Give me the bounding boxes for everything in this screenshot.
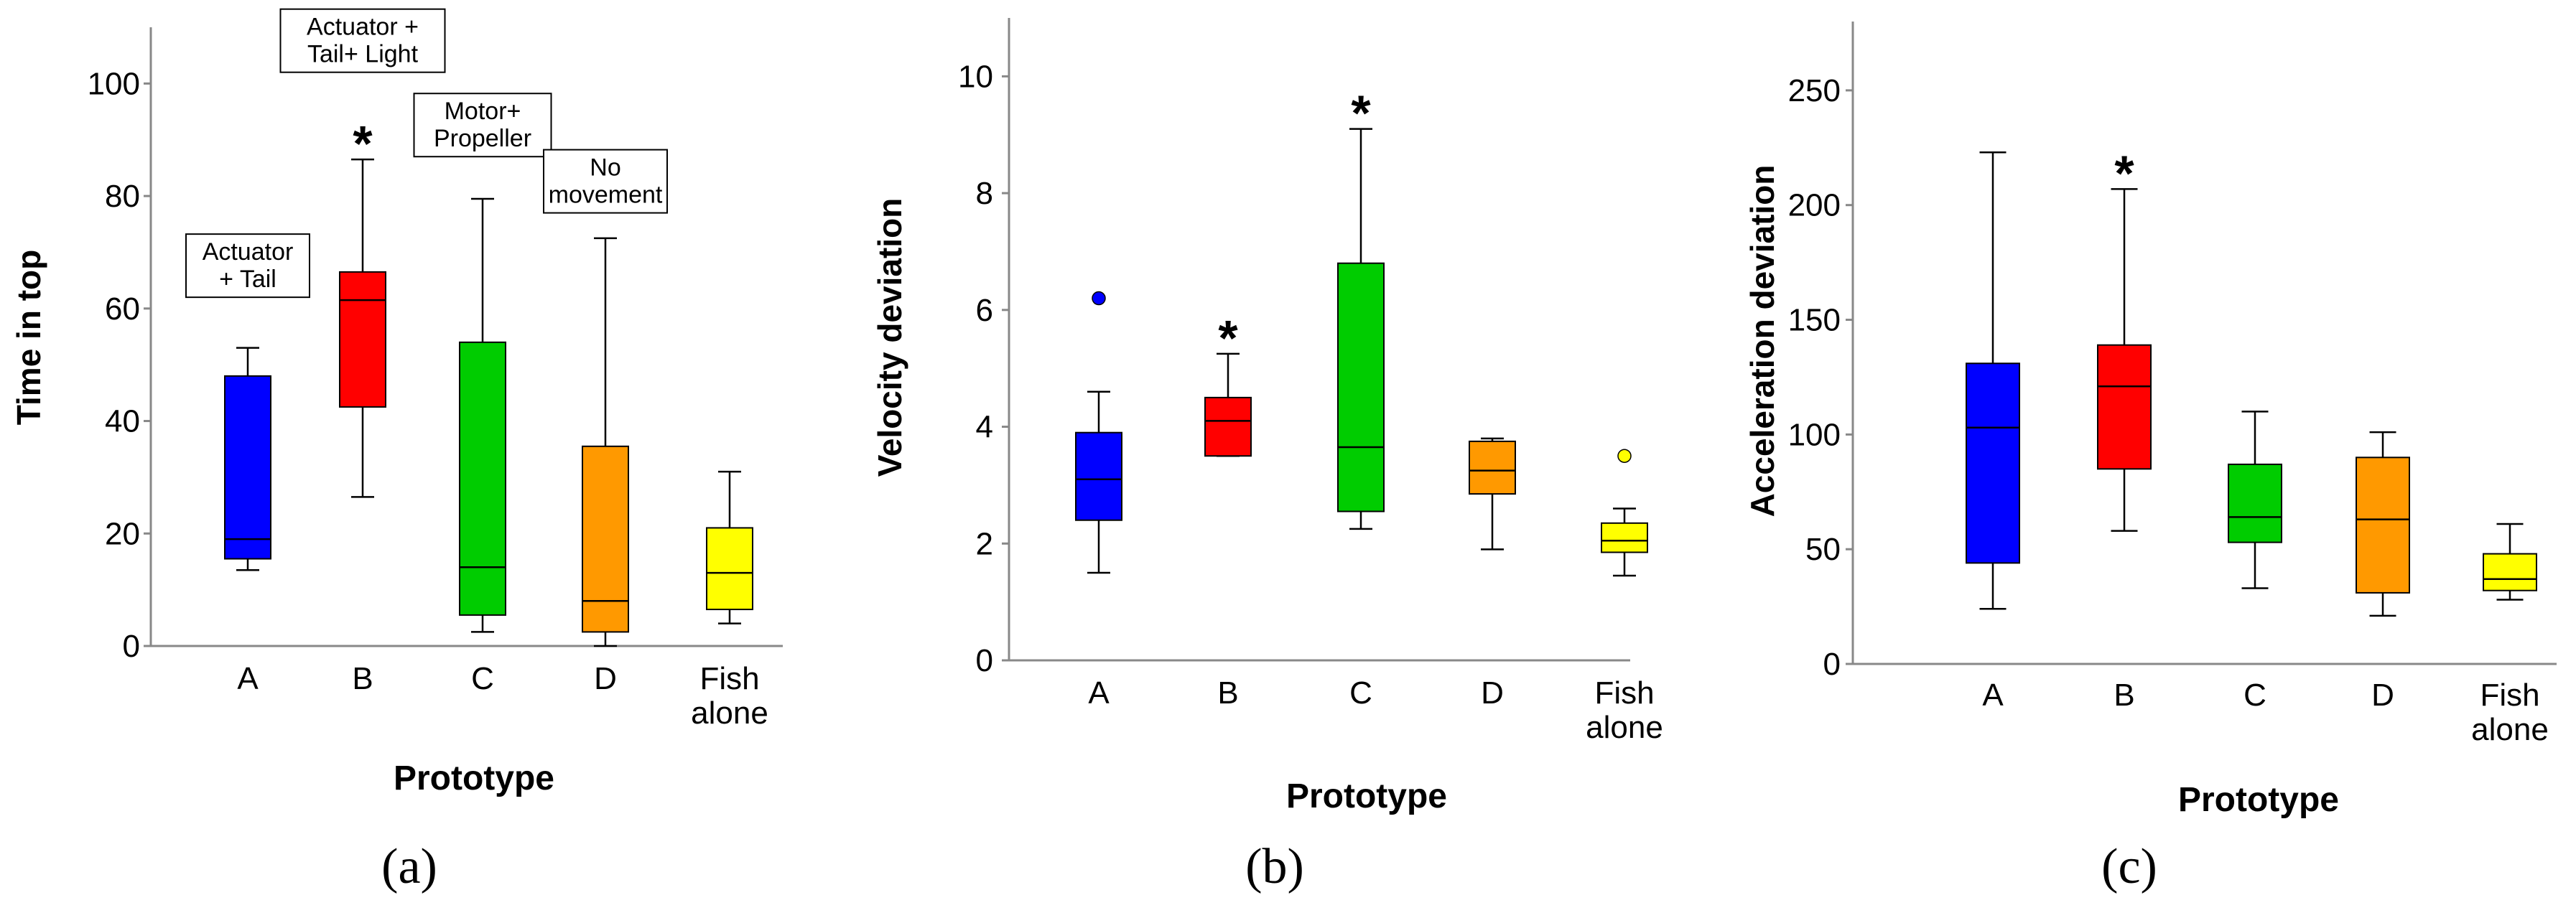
x-category-label: Fish <box>1594 675 1654 711</box>
chart-panel-3: 0 50 100 150 200 250 Acceleration deviation Pro… <box>1744 22 2557 894</box>
y-tick-label: 4 <box>976 410 993 445</box>
x-category-label: D <box>594 661 617 696</box>
y-tick-label: 250 <box>1788 73 1841 108</box>
box-fish-alone <box>1601 522 1648 553</box>
box-d <box>582 445 629 633</box>
annotation-box-c <box>413 93 552 158</box>
y-tick-label: 80 <box>105 179 140 214</box>
x-category-label: D <box>2371 678 2394 713</box>
annotation-text: Actuator + <box>307 14 419 41</box>
x-category-label-line2: alone <box>1586 710 1663 745</box>
annotation-text: movement <box>549 182 663 209</box>
panel-label: (a) <box>381 839 437 894</box>
y-tick-label: 150 <box>1788 303 1841 338</box>
y-tick-label: 8 <box>976 176 993 211</box>
significance-star: * <box>1218 310 1238 366</box>
annotation-box-a <box>185 233 310 299</box>
outlier-point-a <box>1092 291 1106 306</box>
box-a <box>1966 362 2020 564</box>
box-b <box>2097 344 2152 470</box>
annotation-text: Actuator <box>203 238 294 266</box>
y-tick-label: 200 <box>1788 188 1841 223</box>
x-category-label: Fish <box>2480 678 2539 713</box>
x-category-label: A <box>1982 678 2004 713</box>
y-tick-label: 40 <box>105 404 140 439</box>
y-axis-title: Velocity deviation <box>871 198 908 477</box>
box-c <box>2228 463 2282 543</box>
y-tick-label: 50 <box>1805 532 1841 567</box>
x-category-label: A <box>1088 675 1110 711</box>
y-tick-label: 0 <box>1823 647 1841 682</box>
y-tick-label: 2 <box>976 526 993 561</box>
annotation-box-d <box>543 149 668 214</box>
y-tick-label: 0 <box>976 643 993 678</box>
significance-star: * <box>2114 145 2134 201</box>
x-category-label: C <box>471 661 494 696</box>
annotation-text: Propeller <box>434 125 531 152</box>
annotation-text: Tail+ Light <box>307 41 419 68</box>
y-tick-label: 100 <box>1788 417 1841 452</box>
box-b <box>339 271 386 408</box>
box-a <box>1075 431 1122 521</box>
outlier-point-fish-alone <box>1617 449 1632 463</box>
x-category-label: B <box>1217 675 1238 711</box>
annotation-text: No <box>590 154 620 182</box>
x-category-label-line2: alone <box>691 696 768 731</box>
significance-star: * <box>353 116 373 172</box>
x-category-label: Fish <box>699 661 759 696</box>
x-category-label: B <box>352 661 373 696</box>
y-axis-title: Time in top <box>10 250 47 426</box>
x-category-label-line2: alone <box>2471 712 2549 747</box>
x-category-label: A <box>237 661 259 696</box>
box-c <box>1337 262 1385 512</box>
box-d <box>2356 456 2410 594</box>
annotation-box-b <box>279 8 446 73</box>
panel-label: (b) <box>1245 839 1304 894</box>
x-category-label: C <box>2243 678 2266 713</box>
x-category-label: D <box>1481 675 1504 711</box>
chart-panel-2: 0 2 4 6 8 10 Velocity deviation Prototype (b) A * B… <box>871 18 1663 894</box>
annotation-text: Motor+ <box>445 98 521 125</box>
x-axis-title: Prototype <box>2178 781 2339 819</box>
annotation-text: + Tail <box>219 266 276 293</box>
box-fish-alone <box>2483 553 2537 591</box>
significance-star: * <box>1351 85 1371 141</box>
y-tick-label: 10 <box>958 59 993 94</box>
y-tick-label: 100 <box>88 66 140 101</box>
box-fish-alone <box>706 527 753 611</box>
y-tick-label: 60 <box>105 291 140 327</box>
box-c <box>459 341 506 616</box>
box-b <box>1204 396 1252 457</box>
y-axis-title: Acceleration deviation <box>1744 165 1781 518</box>
chart-panel-1: 0 20 40 60 80 100 Time in top Prototype (a) A Actu… <box>10 8 783 894</box>
y-tick-label: 6 <box>976 293 993 328</box>
x-axis-title: Prototype <box>394 759 554 797</box>
x-category-label: B <box>2114 678 2134 713</box>
x-category-label: C <box>1349 675 1372 711</box>
box-d <box>1469 440 1516 495</box>
box-a <box>224 375 271 560</box>
y-tick-label: 20 <box>105 516 140 551</box>
x-axis-title: Prototype <box>1286 777 1447 815</box>
y-tick-label: 0 <box>123 629 140 664</box>
panel-label: (c) <box>2101 839 2157 894</box>
